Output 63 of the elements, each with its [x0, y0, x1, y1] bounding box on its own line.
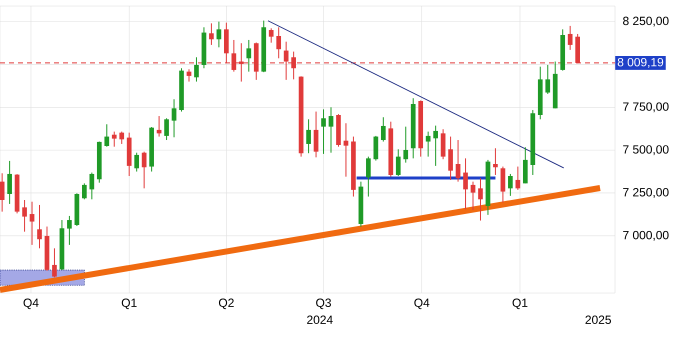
- candlestick: [276, 26, 282, 59]
- candlestick: [246, 39, 252, 72]
- candlestick: [396, 148, 401, 176]
- candlestick: [156, 116, 162, 138]
- candlestick: [82, 182, 87, 200]
- x-tick-label: Q4: [24, 298, 39, 310]
- candlestick: [328, 106, 334, 154]
- candlestick: [7, 160, 12, 204]
- y-tick-label: 7 000,00: [623, 230, 669, 241]
- candlestick: [433, 125, 438, 166]
- candlestick: [426, 131, 431, 158]
- candlestick: [344, 122, 348, 178]
- candlestick: [516, 166, 520, 190]
- candlestick: [52, 248, 57, 278]
- candlestick: [104, 124, 110, 148]
- text: 2025: [585, 316, 611, 324]
- y-tick-label: 7 750,00: [623, 102, 669, 112]
- y-tick-label: 8 250,00: [623, 16, 669, 27]
- y-tick-label: 7 500,00: [623, 145, 669, 156]
- candlestick: [568, 25, 573, 50]
- ref-line-label: 8 009,19: [618, 58, 664, 68]
- x-tick-label: Q3: [316, 298, 331, 310]
- candlestick: [67, 215, 72, 246]
- candlestick: [500, 166, 506, 204]
- candlestick: [321, 108, 326, 154]
- candlestick: [216, 21, 222, 48]
- x-tick-label: Q1: [512, 298, 528, 310]
- candlestick: [0, 172, 4, 212]
- text: 2024: [307, 316, 333, 324]
- candlestick: [478, 178, 483, 222]
- candlestick: [522, 146, 528, 184]
- candlestick: [194, 56, 199, 82]
- candlestick: [172, 98, 176, 138]
- candlestick: [493, 148, 498, 176]
- candlestick: [470, 181, 476, 210]
- candlestick: [119, 131, 124, 144]
- candlestick: [545, 64, 550, 94]
- y-tick-label: 7 250,00: [623, 188, 669, 198]
- candlestick: [448, 136, 453, 180]
- x-tick-label: Q2: [218, 298, 234, 310]
- candlestick: [373, 135, 378, 162]
- candlestick: [89, 172, 94, 200]
- x-tick-label: Q4: [414, 298, 430, 310]
- candlestick: [314, 111, 318, 158]
- candlestick: [456, 140, 460, 182]
- candlestick: [380, 116, 386, 142]
- candlestick: [30, 201, 34, 246]
- candlestick: [440, 128, 446, 160]
- candlestick: [22, 199, 27, 232]
- candlestick: [209, 22, 214, 46]
- candlestick: [142, 151, 146, 189]
- candlestick: [306, 118, 311, 154]
- candlestick: [366, 156, 371, 198]
- candlestick: [164, 118, 169, 141]
- candlestick: [508, 173, 513, 196]
- candlestick: [37, 204, 42, 249]
- candlestick: [134, 152, 140, 172]
- candlestick: [403, 126, 408, 164]
- candlestick: [186, 68, 192, 82]
- candlestick: [112, 131, 117, 148]
- candlestick: [268, 28, 274, 44]
- x-tick-label: Q1: [122, 298, 137, 310]
- candlestick: [463, 158, 468, 210]
